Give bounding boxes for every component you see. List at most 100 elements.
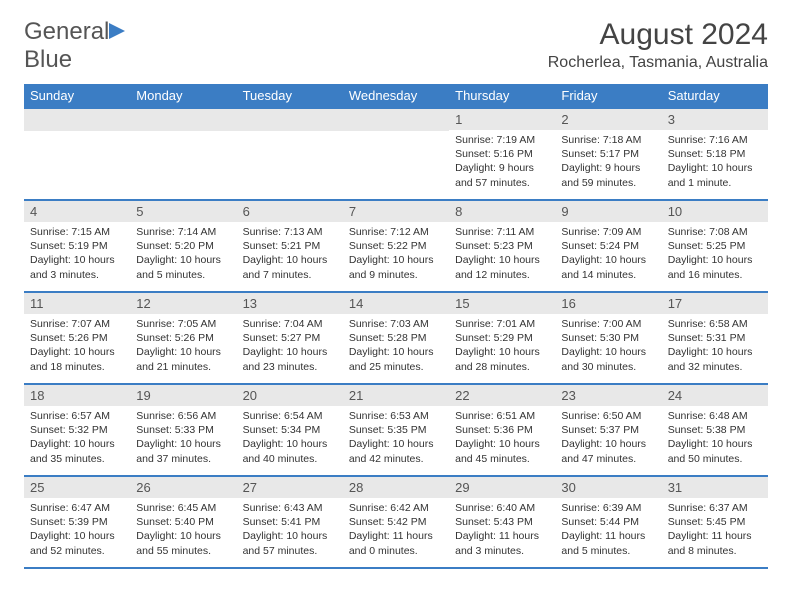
weekday-header: Wednesday xyxy=(343,84,449,108)
day-number: 16 xyxy=(555,293,661,314)
header: General Blue August 2024 Rocherlea, Tasm… xyxy=(24,18,768,74)
calendar-row: 1Sunrise: 7:19 AMSunset: 5:16 PMDaylight… xyxy=(24,108,768,200)
day-number: 6 xyxy=(237,201,343,222)
calendar-cell: 19Sunrise: 6:56 AMSunset: 5:33 PMDayligh… xyxy=(130,384,236,476)
day-number: 23 xyxy=(555,385,661,406)
calendar-cell: 23Sunrise: 6:50 AMSunset: 5:37 PMDayligh… xyxy=(555,384,661,476)
calendar-cell: 16Sunrise: 7:00 AMSunset: 5:30 PMDayligh… xyxy=(555,292,661,384)
day-info: Sunrise: 7:04 AMSunset: 5:27 PMDaylight:… xyxy=(237,314,343,377)
calendar-cell: 24Sunrise: 6:48 AMSunset: 5:38 PMDayligh… xyxy=(662,384,768,476)
calendar-cell: 30Sunrise: 6:39 AMSunset: 5:44 PMDayligh… xyxy=(555,476,661,568)
day-number: 13 xyxy=(237,293,343,314)
day-number: 3 xyxy=(662,109,768,130)
day-info: Sunrise: 6:42 AMSunset: 5:42 PMDaylight:… xyxy=(343,498,449,561)
day-number: 25 xyxy=(24,477,130,498)
weekday-header: Tuesday xyxy=(237,84,343,108)
day-number: 12 xyxy=(130,293,236,314)
weekday-header: Saturday xyxy=(662,84,768,108)
month-title: August 2024 xyxy=(548,18,768,52)
day-number-empty xyxy=(237,109,343,131)
calendar-cell-empty xyxy=(130,108,236,200)
day-info: Sunrise: 7:16 AMSunset: 5:18 PMDaylight:… xyxy=(662,130,768,193)
calendar-cell: 12Sunrise: 7:05 AMSunset: 5:26 PMDayligh… xyxy=(130,292,236,384)
calendar-cell: 11Sunrise: 7:07 AMSunset: 5:26 PMDayligh… xyxy=(24,292,130,384)
day-number: 27 xyxy=(237,477,343,498)
day-info: Sunrise: 6:37 AMSunset: 5:45 PMDaylight:… xyxy=(662,498,768,561)
day-number-empty xyxy=(130,109,236,131)
calendar-cell: 10Sunrise: 7:08 AMSunset: 5:25 PMDayligh… xyxy=(662,200,768,292)
day-info: Sunrise: 7:18 AMSunset: 5:17 PMDaylight:… xyxy=(555,130,661,193)
calendar-cell: 3Sunrise: 7:16 AMSunset: 5:18 PMDaylight… xyxy=(662,108,768,200)
day-info: Sunrise: 6:50 AMSunset: 5:37 PMDaylight:… xyxy=(555,406,661,469)
title-block: August 2024 Rocherlea, Tasmania, Austral… xyxy=(548,18,768,72)
day-number: 15 xyxy=(449,293,555,314)
weekday-header: Friday xyxy=(555,84,661,108)
day-number: 24 xyxy=(662,385,768,406)
day-info: Sunrise: 6:40 AMSunset: 5:43 PMDaylight:… xyxy=(449,498,555,561)
calendar-cell: 5Sunrise: 7:14 AMSunset: 5:20 PMDaylight… xyxy=(130,200,236,292)
calendar-cell: 26Sunrise: 6:45 AMSunset: 5:40 PMDayligh… xyxy=(130,476,236,568)
day-number: 21 xyxy=(343,385,449,406)
logo-line2: Blue xyxy=(24,46,72,73)
calendar-cell: 18Sunrise: 6:57 AMSunset: 5:32 PMDayligh… xyxy=(24,384,130,476)
day-info: Sunrise: 6:56 AMSunset: 5:33 PMDaylight:… xyxy=(130,406,236,469)
calendar-cell: 20Sunrise: 6:54 AMSunset: 5:34 PMDayligh… xyxy=(237,384,343,476)
calendar-cell-empty xyxy=(237,108,343,200)
day-info: Sunrise: 7:19 AMSunset: 5:16 PMDaylight:… xyxy=(449,130,555,193)
day-info: Sunrise: 6:57 AMSunset: 5:32 PMDaylight:… xyxy=(24,406,130,469)
day-number: 28 xyxy=(343,477,449,498)
day-info: Sunrise: 7:14 AMSunset: 5:20 PMDaylight:… xyxy=(130,222,236,285)
calendar-cell: 6Sunrise: 7:13 AMSunset: 5:21 PMDaylight… xyxy=(237,200,343,292)
calendar-cell: 15Sunrise: 7:01 AMSunset: 5:29 PMDayligh… xyxy=(449,292,555,384)
day-info: Sunrise: 6:39 AMSunset: 5:44 PMDaylight:… xyxy=(555,498,661,561)
calendar-cell: 7Sunrise: 7:12 AMSunset: 5:22 PMDaylight… xyxy=(343,200,449,292)
day-info: Sunrise: 6:47 AMSunset: 5:39 PMDaylight:… xyxy=(24,498,130,561)
calendar-cell: 28Sunrise: 6:42 AMSunset: 5:42 PMDayligh… xyxy=(343,476,449,568)
day-info: Sunrise: 7:08 AMSunset: 5:25 PMDaylight:… xyxy=(662,222,768,285)
day-number: 10 xyxy=(662,201,768,222)
calendar-cell-empty xyxy=(343,108,449,200)
day-info: Sunrise: 7:01 AMSunset: 5:29 PMDaylight:… xyxy=(449,314,555,377)
day-info: Sunrise: 7:03 AMSunset: 5:28 PMDaylight:… xyxy=(343,314,449,377)
day-number: 29 xyxy=(449,477,555,498)
day-info: Sunrise: 7:00 AMSunset: 5:30 PMDaylight:… xyxy=(555,314,661,377)
day-info: Sunrise: 7:09 AMSunset: 5:24 PMDaylight:… xyxy=(555,222,661,285)
day-number: 2 xyxy=(555,109,661,130)
day-number-empty xyxy=(24,109,130,131)
calendar-row: 11Sunrise: 7:07 AMSunset: 5:26 PMDayligh… xyxy=(24,292,768,384)
calendar-cell: 2Sunrise: 7:18 AMSunset: 5:17 PMDaylight… xyxy=(555,108,661,200)
weekday-header: Monday xyxy=(130,84,236,108)
calendar-cell: 21Sunrise: 6:53 AMSunset: 5:35 PMDayligh… xyxy=(343,384,449,476)
day-info: Sunrise: 6:53 AMSunset: 5:35 PMDaylight:… xyxy=(343,406,449,469)
day-number: 14 xyxy=(343,293,449,314)
calendar-cell: 31Sunrise: 6:37 AMSunset: 5:45 PMDayligh… xyxy=(662,476,768,568)
day-number: 9 xyxy=(555,201,661,222)
day-number: 22 xyxy=(449,385,555,406)
day-info: Sunrise: 7:11 AMSunset: 5:23 PMDaylight:… xyxy=(449,222,555,285)
day-number: 31 xyxy=(662,477,768,498)
day-info: Sunrise: 6:51 AMSunset: 5:36 PMDaylight:… xyxy=(449,406,555,469)
day-number-empty xyxy=(343,109,449,131)
calendar-cell: 17Sunrise: 6:58 AMSunset: 5:31 PMDayligh… xyxy=(662,292,768,384)
day-number: 30 xyxy=(555,477,661,498)
calendar-cell: 13Sunrise: 7:04 AMSunset: 5:27 PMDayligh… xyxy=(237,292,343,384)
day-number: 5 xyxy=(130,201,236,222)
weekday-header: Sunday xyxy=(24,84,130,108)
day-info: Sunrise: 6:54 AMSunset: 5:34 PMDaylight:… xyxy=(237,406,343,469)
calendar-cell-empty xyxy=(24,108,130,200)
location: Rocherlea, Tasmania, Australia xyxy=(548,54,768,72)
day-info: Sunrise: 7:13 AMSunset: 5:21 PMDaylight:… xyxy=(237,222,343,285)
day-number: 26 xyxy=(130,477,236,498)
day-info: Sunrise: 6:43 AMSunset: 5:41 PMDaylight:… xyxy=(237,498,343,561)
calendar-body: 1Sunrise: 7:19 AMSunset: 5:16 PMDaylight… xyxy=(24,108,768,568)
day-number: 17 xyxy=(662,293,768,314)
logo: General Blue xyxy=(24,18,125,74)
calendar-cell: 9Sunrise: 7:09 AMSunset: 5:24 PMDaylight… xyxy=(555,200,661,292)
calendar-cell: 1Sunrise: 7:19 AMSunset: 5:16 PMDaylight… xyxy=(449,108,555,200)
logo-line1: General xyxy=(24,18,109,45)
day-number: 8 xyxy=(449,201,555,222)
day-info: Sunrise: 6:48 AMSunset: 5:38 PMDaylight:… xyxy=(662,406,768,469)
day-info: Sunrise: 6:58 AMSunset: 5:31 PMDaylight:… xyxy=(662,314,768,377)
day-number: 18 xyxy=(24,385,130,406)
calendar-cell: 4Sunrise: 7:15 AMSunset: 5:19 PMDaylight… xyxy=(24,200,130,292)
